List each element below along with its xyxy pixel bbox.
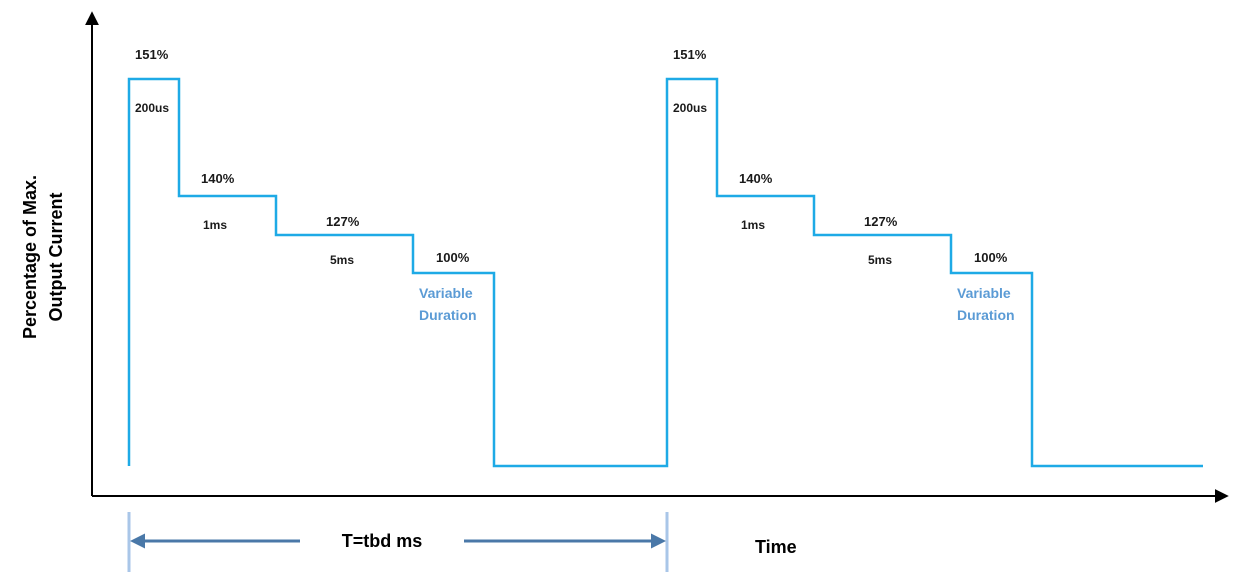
period-marker: T=tbd ms — [127, 512, 669, 572]
step1-duration-label: 200us — [135, 101, 169, 115]
step1-duration-label: 200us — [673, 101, 707, 115]
step4-duration-line1: Variable — [419, 285, 473, 301]
pulse-1: 151% 200us 140% 1ms 127% 5ms 100% Variab… — [135, 47, 477, 323]
step2-duration-label: 1ms — [741, 218, 765, 232]
step2-level-label: 140% — [201, 171, 235, 186]
step4-duration-line2: Duration — [419, 307, 477, 323]
step4-duration-line1: Variable — [957, 285, 1011, 301]
y-axis-label-line2: Output Current — [46, 193, 66, 322]
step1-level-label: 151% — [135, 47, 169, 62]
step3-level-label: 127% — [864, 214, 898, 229]
step3-level-label: 127% — [326, 214, 360, 229]
period-label: T=tbd ms — [342, 531, 423, 551]
step3-duration-label: 5ms — [868, 253, 892, 267]
current-waveform — [127, 77, 1203, 468]
step4-level-label: 100% — [974, 250, 1008, 265]
step1-level-label: 151% — [673, 47, 707, 62]
step2-duration-label: 1ms — [203, 218, 227, 232]
pulse-2: 151% 200us 140% 1ms 127% 5ms 100% Variab… — [673, 47, 1015, 323]
step4-level-label: 100% — [436, 250, 470, 265]
x-axis-label: Time — [755, 537, 797, 557]
step2-level-label: 140% — [739, 171, 773, 186]
step3-duration-label: 5ms — [330, 253, 354, 267]
y-axis-label-line1: Percentage of Max. — [20, 175, 40, 339]
step4-duration-line2: Duration — [957, 307, 1015, 323]
